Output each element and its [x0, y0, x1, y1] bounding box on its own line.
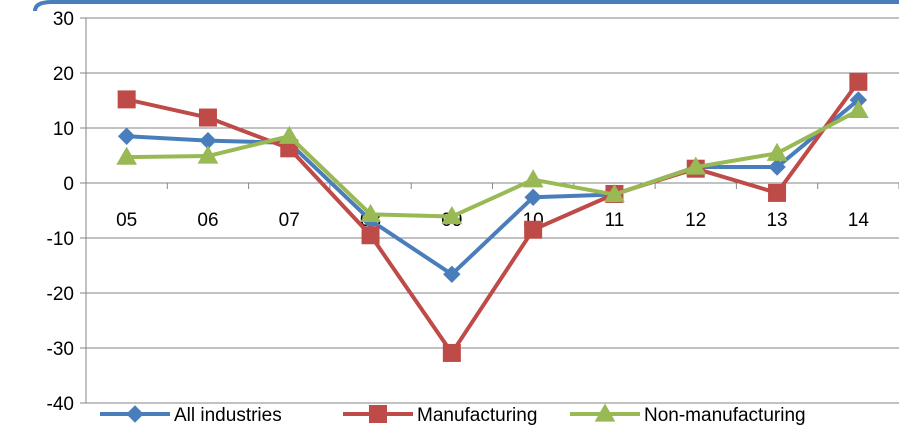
- data-point: [522, 169, 544, 188]
- data-point: [198, 108, 217, 127]
- data-point: [278, 125, 300, 144]
- y-tick-label: 30: [53, 9, 74, 30]
- x-tick-label: 05: [116, 210, 137, 231]
- series-line: [126, 98, 860, 277]
- data-point: [685, 156, 707, 175]
- x-tick-label: 14: [848, 210, 870, 231]
- y-tick-label: -10: [47, 229, 74, 250]
- legend-item: Non-manufacturing: [570, 403, 806, 426]
- legend-marker: [594, 403, 616, 422]
- data-point: [524, 220, 543, 239]
- legend: All industries Manufacturing Non-manufactu…: [100, 403, 806, 426]
- x-tick-label: 11: [605, 210, 625, 231]
- x-tick-label: 13: [766, 210, 787, 231]
- legend-marker: [126, 405, 144, 423]
- data-point: [117, 127, 136, 145]
- x-tick-label: 07: [279, 210, 300, 231]
- data-point: [604, 184, 625, 203]
- frame-border: [33, 0, 899, 12]
- data-point: [524, 188, 542, 207]
- data-point: [442, 343, 461, 362]
- legend-item: Manufacturing: [343, 405, 537, 426]
- legend-label: Manufacturing: [417, 405, 537, 426]
- legend-item: All industries: [100, 405, 282, 426]
- data-point: [766, 142, 788, 161]
- y-tick-label: -40: [47, 394, 74, 415]
- y-axis: 30 20 10 0 -10 -20 -30 -40: [47, 9, 87, 415]
- data-point: [441, 206, 463, 225]
- legend-label: All industries: [174, 405, 282, 426]
- series-group: [116, 72, 869, 362]
- data-point: [768, 158, 786, 176]
- x-axis: 05060708091011121314: [85, 182, 899, 231]
- legend-label: Non-manufacturing: [644, 405, 806, 426]
- x-tick-label: 12: [685, 210, 706, 231]
- y-tick-label: 0: [63, 174, 74, 195]
- data-point: [849, 72, 868, 91]
- x-tick-label: 06: [197, 210, 218, 231]
- data-point: [117, 90, 136, 109]
- series-2: [116, 99, 869, 225]
- data-point: [768, 183, 787, 202]
- series-1: [117, 72, 868, 362]
- data-point: [443, 265, 461, 284]
- y-tick-label: 20: [53, 64, 74, 85]
- data-point: [361, 226, 380, 245]
- y-tick-label: 10: [53, 119, 74, 140]
- data-point: [197, 145, 219, 164]
- data-point: [360, 203, 381, 222]
- data-point: [847, 99, 869, 119]
- y-tick-label: -20: [47, 284, 74, 305]
- y-tick-label: -30: [47, 339, 74, 360]
- data-point: [116, 146, 138, 165]
- series-line: [126, 108, 860, 219]
- legend-marker: [369, 405, 387, 423]
- series-line: [126, 80, 860, 355]
